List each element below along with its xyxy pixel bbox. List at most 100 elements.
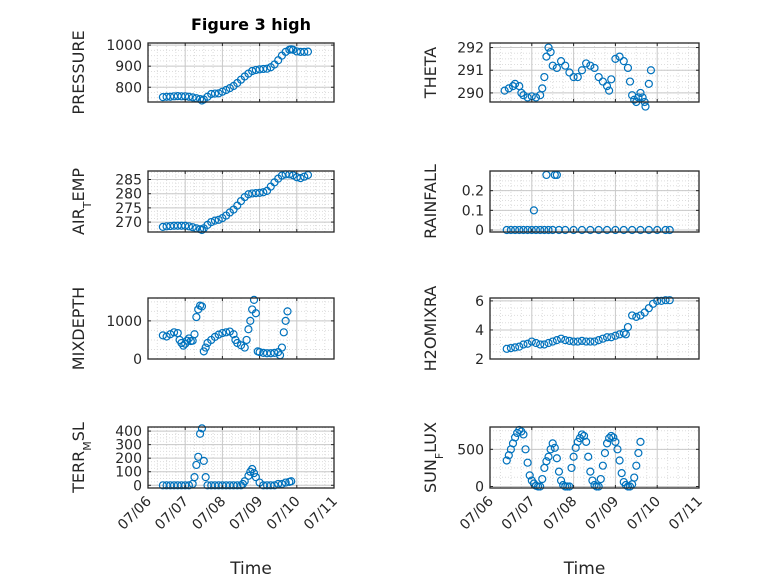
data-point <box>259 64 268 74</box>
data-point <box>625 77 635 86</box>
data-point <box>602 439 612 448</box>
data-point <box>255 188 264 197</box>
data-point <box>646 66 656 75</box>
data-point <box>214 89 223 98</box>
data-point <box>632 461 641 470</box>
data-point <box>240 477 249 486</box>
data-point <box>596 474 605 484</box>
data-point <box>609 433 618 442</box>
data-point <box>611 54 620 63</box>
subplot-2: 290 291 292 THETA <box>421 41 700 111</box>
y-axis-label: MIXDEPTH <box>69 287 88 370</box>
axes-box <box>489 42 700 103</box>
data-point <box>201 473 210 482</box>
data-point <box>628 225 637 235</box>
data-point <box>602 333 612 342</box>
y-tick-label: 0.2 <box>462 184 484 200</box>
data-point <box>644 304 653 313</box>
data-point <box>548 337 557 346</box>
data-point <box>510 433 520 442</box>
y-tick-label: 285 <box>115 173 142 189</box>
data-point <box>222 328 231 337</box>
data-point <box>634 93 643 102</box>
data-point <box>556 476 566 485</box>
data-point <box>288 45 298 54</box>
data-point <box>502 344 511 353</box>
y-tick-label: 500 <box>457 442 484 458</box>
x-axis-label: Time <box>229 559 272 579</box>
data-point <box>661 225 670 235</box>
data-point <box>565 482 574 491</box>
data-point <box>218 87 227 96</box>
data-point <box>586 337 595 346</box>
data-point <box>500 86 509 95</box>
data-point <box>594 72 603 82</box>
data-point <box>229 330 238 339</box>
data-point <box>181 481 190 490</box>
data-point <box>582 337 591 346</box>
y-tick-label: 400 <box>115 424 142 440</box>
data-point <box>300 172 309 181</box>
data-point <box>569 225 578 235</box>
data-point <box>611 437 620 446</box>
data-point <box>582 59 591 68</box>
data-point <box>636 437 645 446</box>
data-point <box>565 336 574 345</box>
subplot-6: 2 4 6 H2OMIXRA <box>421 286 700 372</box>
data-point <box>619 328 628 337</box>
data-point <box>548 439 557 448</box>
data-point <box>262 64 272 73</box>
data-point <box>506 225 515 235</box>
data-point <box>590 63 599 73</box>
y-tick-label: 200 <box>115 451 142 467</box>
data-point <box>519 340 528 349</box>
data-point <box>598 77 607 86</box>
data-point <box>525 471 534 480</box>
y-tick-label: 4 <box>475 323 484 339</box>
data-point <box>536 225 545 235</box>
y-tick-label: 270 <box>115 215 142 231</box>
data-point <box>542 52 551 61</box>
data-point <box>233 481 242 490</box>
data-point <box>607 333 616 342</box>
data-point <box>605 434 614 443</box>
data-point <box>615 456 624 465</box>
data-point <box>605 86 614 95</box>
y-tick-label: 1000 <box>106 38 142 54</box>
data-point <box>536 340 545 349</box>
y-tick-label: 0 <box>475 480 484 496</box>
data-point <box>569 452 578 461</box>
data-point <box>281 478 290 487</box>
data-point <box>266 481 275 490</box>
data-point <box>602 82 612 91</box>
data-point <box>519 91 528 100</box>
y-tick-label: 275 <box>115 201 142 217</box>
data-point <box>594 225 603 235</box>
data-point <box>586 225 595 235</box>
y-tick-label: 280 <box>115 187 142 203</box>
subplot-1: 800 900 1000 PRESSURE <box>69 30 335 115</box>
data-point <box>287 477 296 486</box>
data-point <box>615 330 624 339</box>
data-point <box>552 454 561 463</box>
data-point <box>540 340 549 349</box>
data-point <box>214 215 223 224</box>
axes-box <box>489 297 700 360</box>
y-axis-label: H2OMIXRA <box>421 286 440 372</box>
axes-box <box>147 426 335 489</box>
data-point <box>251 473 260 482</box>
data-point <box>632 312 641 321</box>
y-axis-label: TERRMSL <box>69 422 94 494</box>
data-point <box>542 457 551 466</box>
data-point <box>523 93 532 102</box>
data-point <box>623 322 633 332</box>
data-point <box>636 225 645 235</box>
data-point <box>259 188 268 197</box>
data-point <box>197 225 207 235</box>
data-point <box>515 342 524 351</box>
data-point <box>665 296 674 305</box>
data-point <box>188 223 197 232</box>
data-point <box>611 225 620 235</box>
y-tick-label: 2 <box>475 352 484 368</box>
